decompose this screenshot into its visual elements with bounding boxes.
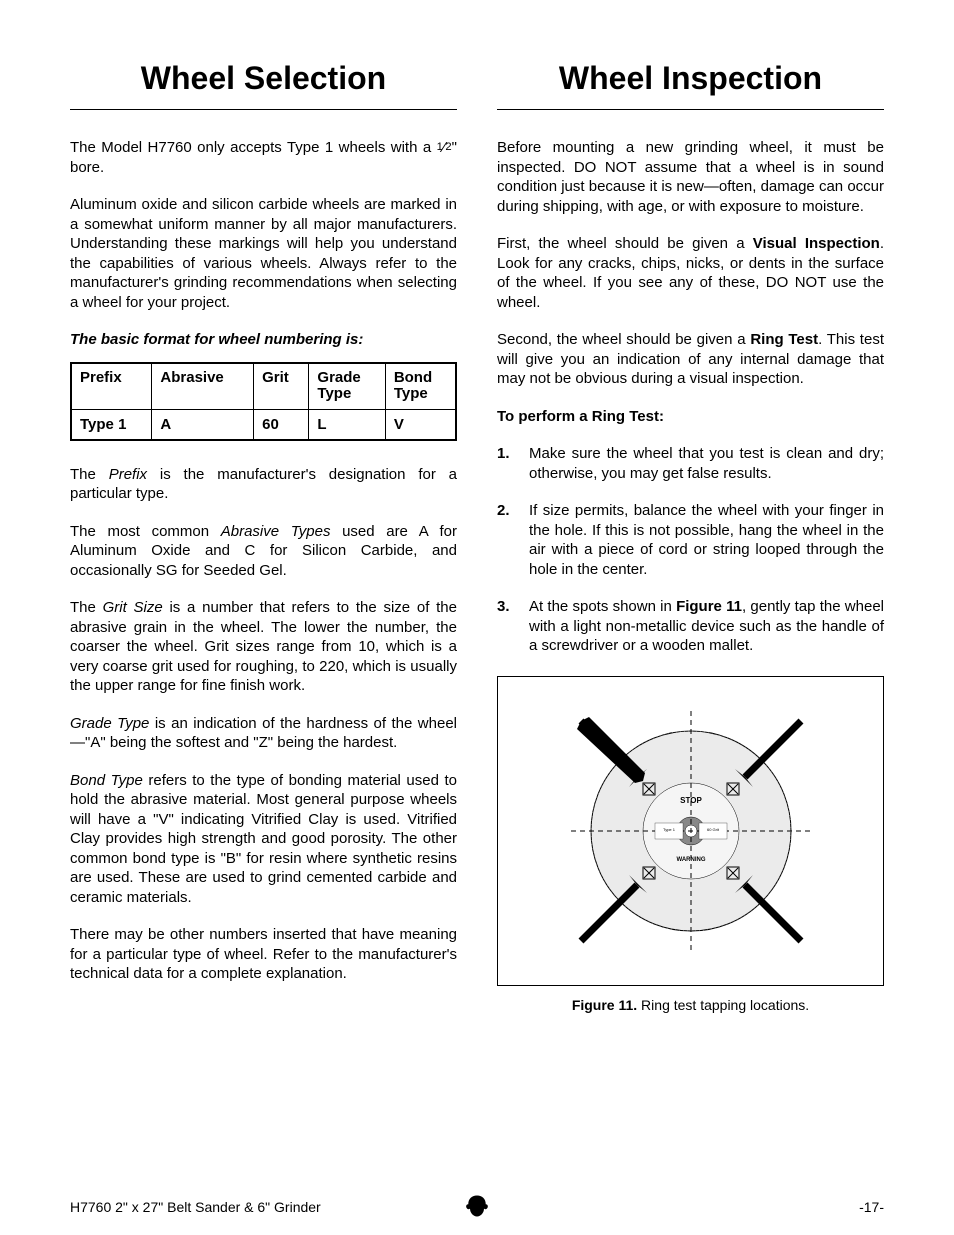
ring-test-steps: 1.Make sure the wheel that you test is c… xyxy=(497,444,884,656)
right-column: Wheel Inspection Before mounting a new g… xyxy=(497,60,884,1032)
table-header: BondType xyxy=(385,363,456,410)
paragraph: Second, the wheel should be given a Ring… xyxy=(497,330,884,389)
svg-text:WARNING: WARNING xyxy=(676,857,705,863)
table-row: Type 1 A 60 L V xyxy=(71,409,456,440)
paragraph: Grade Type is an indication of the hardn… xyxy=(70,714,457,753)
paragraph: The most common Abrasive Types used are … xyxy=(70,522,457,581)
paragraph: The Model H7760 only accepts Type 1 whee… xyxy=(70,138,457,177)
footer-model: H7760 2" x 27" Belt Sander & 6" Grinder xyxy=(70,1199,321,1215)
page-footer: H7760 2" x 27" Belt Sander & 6" Grinder … xyxy=(70,1199,884,1215)
svg-text:STOP: STOP xyxy=(680,796,702,805)
paragraph: Aluminum oxide and silicon carbide wheel… xyxy=(70,195,457,312)
svg-text:60 Grit: 60 Grit xyxy=(706,827,719,832)
table-header: Prefix xyxy=(71,363,152,410)
wheel-numbering-table: Prefix Abrasive Grit GradeType BondType … xyxy=(70,362,457,441)
ring-test-diagram: STOP WARNING Type 1 60 Grit xyxy=(551,691,831,971)
figure-11: STOP WARNING Type 1 60 Grit xyxy=(497,676,884,986)
format-subheading: The basic format for wheel numbering is: xyxy=(70,330,457,350)
svg-text:Type 1: Type 1 xyxy=(662,827,675,832)
list-item: 3.At the spots shown in Figure 11, gentl… xyxy=(497,597,884,656)
paragraph: Bond Type refers to the type of bonding … xyxy=(70,771,457,908)
wheel-selection-heading: Wheel Selection xyxy=(70,60,457,97)
paragraph: Before mounting a new grinding wheel, it… xyxy=(497,138,884,216)
divider xyxy=(497,109,884,110)
figure-caption: Figure 11. Ring test tapping locations. xyxy=(497,996,884,1014)
divider xyxy=(70,109,457,110)
table-header: Grit xyxy=(254,363,309,410)
table-header: GradeType xyxy=(309,363,385,410)
paragraph: The Prefix is the manufacturer's designa… xyxy=(70,465,457,504)
table-header: Abrasive xyxy=(152,363,254,410)
page-number: -17- xyxy=(859,1199,884,1215)
left-column: Wheel Selection The Model H7760 only acc… xyxy=(70,60,457,1032)
paragraph: There may be other numbers inserted that… xyxy=(70,925,457,984)
ring-test-heading: To perform a Ring Test: xyxy=(497,407,884,427)
paragraph: The Grit Size is a number that refers to… xyxy=(70,598,457,696)
bear-logo-icon xyxy=(463,1192,491,1223)
wheel-inspection-heading: Wheel Inspection xyxy=(497,60,884,97)
paragraph: First, the wheel should be given a Visua… xyxy=(497,234,884,312)
list-item: 2.If size permits, balance the wheel wit… xyxy=(497,501,884,579)
list-item: 1.Make sure the wheel that you test is c… xyxy=(497,444,884,483)
